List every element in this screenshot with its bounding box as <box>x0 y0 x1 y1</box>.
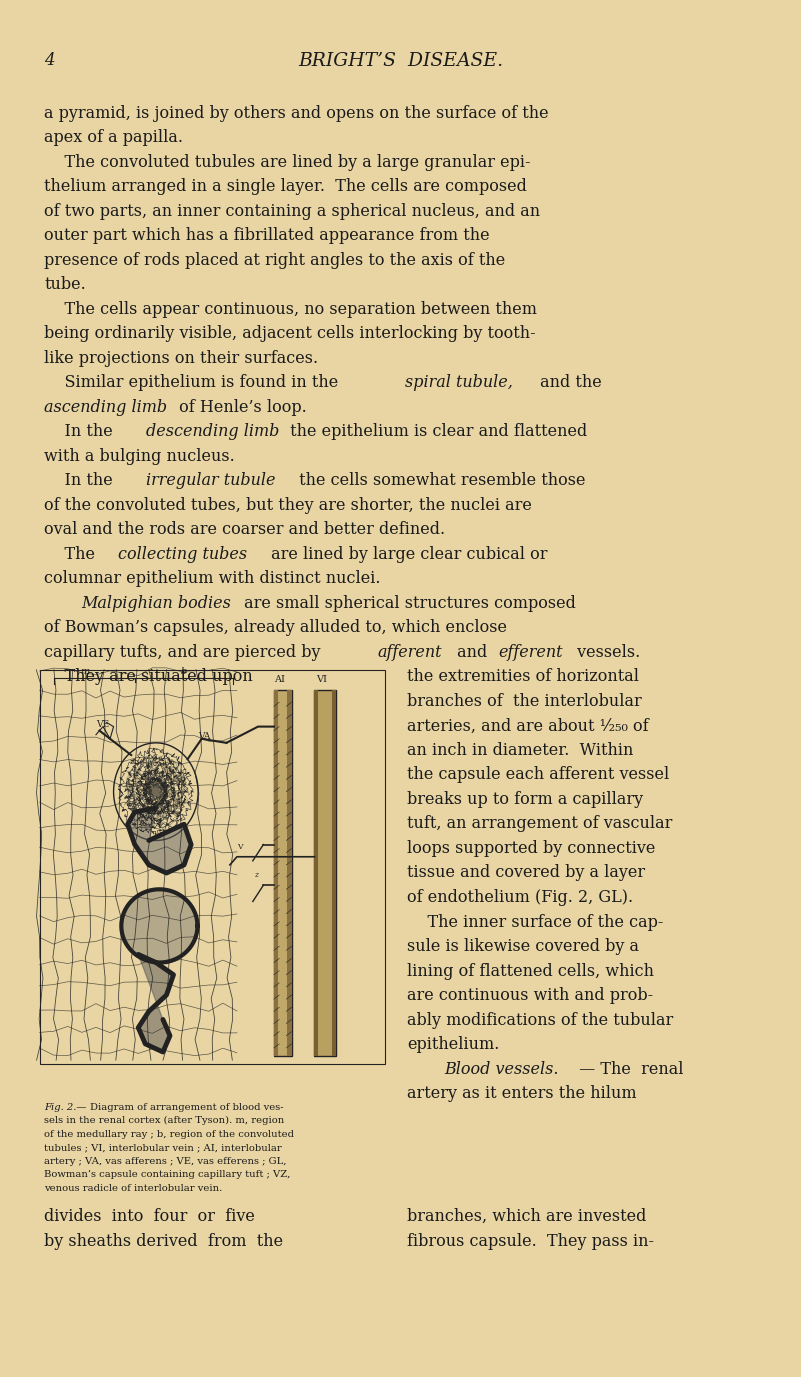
Text: presence of rods placed at right angles to the axis of the: presence of rods placed at right angles … <box>44 252 505 269</box>
Polygon shape <box>139 954 174 1052</box>
Text: efferent: efferent <box>498 644 562 661</box>
Text: the extremities of horizontal: the extremities of horizontal <box>407 668 639 686</box>
Text: breaks up to form a capillary: breaks up to form a capillary <box>407 790 643 808</box>
Text: by sheaths derived  from  the: by sheaths derived from the <box>44 1232 284 1250</box>
Text: In the: In the <box>44 423 118 441</box>
Bar <box>274 690 292 1056</box>
Text: of endothelium (Fig. 2, GL).: of endothelium (Fig. 2, GL). <box>407 890 633 906</box>
Text: loops supported by connective: loops supported by connective <box>407 840 655 856</box>
Text: Blood vessels.: Blood vessels. <box>444 1060 558 1078</box>
Text: of the convoluted tubes, but they are shorter, the nuclei are: of the convoluted tubes, but they are sh… <box>44 497 532 514</box>
Text: descending limb: descending limb <box>146 423 280 441</box>
Text: vessels.: vessels. <box>572 644 640 661</box>
Text: are continuous with and prob-: are continuous with and prob- <box>407 987 653 1004</box>
Text: the capsule each afferent vessel: the capsule each afferent vessel <box>407 767 669 784</box>
Text: lining of flattened cells, which: lining of flattened cells, which <box>407 963 654 979</box>
Text: of Henle’s loop.: of Henle’s loop. <box>174 399 307 416</box>
Text: — The  renal: — The renal <box>574 1060 683 1078</box>
Text: The cells appear continuous, no separation between them: The cells appear continuous, no separati… <box>44 300 537 318</box>
Text: tissue and covered by a layer: tissue and covered by a layer <box>407 865 645 881</box>
Text: The inner surface of the cap-: The inner surface of the cap- <box>407 913 663 931</box>
Text: being ordinarily visible, adjacent cells interlocking by tooth-: being ordinarily visible, adjacent cells… <box>44 325 536 343</box>
Text: the epithelium is clear and flattened: the epithelium is clear and flattened <box>285 423 587 441</box>
Text: afferent: afferent <box>377 644 442 661</box>
Text: ably modifications of the tubular: ably modifications of the tubular <box>407 1012 673 1029</box>
Text: venous radicle of interlobular vein.: venous radicle of interlobular vein. <box>44 1184 223 1192</box>
Text: GL: GL <box>163 806 176 814</box>
Text: tuft, an arrangement of vascular: tuft, an arrangement of vascular <box>407 815 672 833</box>
Text: of Bowman’s capsules, already alluded to, which enclose: of Bowman’s capsules, already alluded to… <box>44 620 507 636</box>
Bar <box>332 690 336 1056</box>
Text: artery as it enters the hilum: artery as it enters the hilum <box>407 1085 637 1102</box>
Text: VA: VA <box>198 731 211 741</box>
Text: irregular tubule: irregular tubule <box>146 472 276 489</box>
Bar <box>288 690 292 1056</box>
Text: sule is likewise covered by a: sule is likewise covered by a <box>407 938 639 956</box>
Text: tube.: tube. <box>44 277 86 293</box>
Text: and: and <box>452 644 492 661</box>
Text: VE: VE <box>96 720 109 728</box>
Text: branches of  the interlobular: branches of the interlobular <box>407 693 642 711</box>
Polygon shape <box>122 890 198 963</box>
Text: The convoluted tubules are lined by a large granular epi-: The convoluted tubules are lined by a la… <box>44 154 530 171</box>
Text: branches, which are invested: branches, which are invested <box>407 1208 646 1226</box>
Text: z: z <box>255 872 259 879</box>
Text: VI: VI <box>316 675 328 684</box>
Text: thelium arranged in a single layer.  The cells are composed: thelium arranged in a single layer. The … <box>44 178 527 196</box>
Text: capillary tufts, and are pierced by: capillary tufts, and are pierced by <box>44 644 326 661</box>
Bar <box>315 690 318 1056</box>
Text: sels in the renal cortex (after Tyson). m, region: sels in the renal cortex (after Tyson). … <box>44 1117 284 1125</box>
Polygon shape <box>127 808 191 873</box>
Text: like projections on their surfaces.: like projections on their surfaces. <box>44 350 318 366</box>
Text: are lined by large clear cubical or: are lined by large clear cubical or <box>267 545 548 563</box>
Text: and the: and the <box>535 375 602 391</box>
Text: spiral tubule,: spiral tubule, <box>405 375 513 391</box>
Text: with a bulging nucleus.: with a bulging nucleus. <box>44 448 235 465</box>
Text: fibrous capsule.  They pass in-: fibrous capsule. They pass in- <box>407 1232 654 1250</box>
Bar <box>274 690 278 1056</box>
Text: columnar epithelium with distinct nuclei.: columnar epithelium with distinct nuclei… <box>44 570 380 588</box>
Text: AI: AI <box>274 675 285 684</box>
Text: ascending limb: ascending limb <box>44 399 167 416</box>
Text: an inch in diameter.  Within: an inch in diameter. Within <box>407 742 634 759</box>
Text: a pyramid, is joined by others and opens on the surface of the: a pyramid, is joined by others and opens… <box>44 105 549 121</box>
Text: BRIGHT’S  DISEASE.: BRIGHT’S DISEASE. <box>298 52 503 70</box>
Text: outer part which has a fibrillated appearance from the: outer part which has a fibrillated appea… <box>44 227 489 244</box>
Text: V: V <box>237 843 243 851</box>
Text: collecting tubes: collecting tubes <box>119 545 248 563</box>
Text: of the medullary ray ; b, region of the convoluted: of the medullary ray ; b, region of the … <box>44 1129 294 1139</box>
Bar <box>315 690 336 1056</box>
Text: Fig. 2.—: Fig. 2.— <box>44 1103 87 1111</box>
Text: Bowman’s capsule containing capillary tuft ; VZ,: Bowman’s capsule containing capillary tu… <box>44 1170 291 1179</box>
Text: Malpighian bodies: Malpighian bodies <box>81 595 231 611</box>
Text: They are situated upon: They are situated upon <box>44 668 253 686</box>
Text: artery ; VA, vas afferens ; VE, vas efferens ; GL,: artery ; VA, vas afferens ; VE, vas effe… <box>44 1157 287 1166</box>
Text: The: The <box>44 545 100 563</box>
Text: the cells somewhat resemble those: the cells somewhat resemble those <box>294 472 586 489</box>
Text: apex of a papilla.: apex of a papilla. <box>44 129 183 146</box>
Text: Similar epithelium is found in the: Similar epithelium is found in the <box>44 375 344 391</box>
Text: oval and the rods are coarser and better defined.: oval and the rods are coarser and better… <box>44 522 445 538</box>
Text: arteries, and are about ¹⁄₂₅₀ of: arteries, and are about ¹⁄₂₅₀ of <box>407 717 649 734</box>
Text: tubules ; VI, interlobular vein ; AI, interlobular: tubules ; VI, interlobular vein ; AI, in… <box>44 1143 282 1153</box>
Text: of two parts, an inner containing a spherical nucleus, and an: of two parts, an inner containing a sphe… <box>44 202 540 220</box>
Text: In the: In the <box>44 472 118 489</box>
Text: m: m <box>81 666 90 676</box>
Text: divides  into  four  or  five: divides into four or five <box>44 1208 255 1226</box>
Text: b: b <box>181 666 187 676</box>
Text: epithelium.: epithelium. <box>407 1036 499 1053</box>
Text: 4: 4 <box>44 52 54 69</box>
Text: are small spherical structures composed: are small spherical structures composed <box>239 595 575 611</box>
Text: Diagram of arrangement of blood ves-: Diagram of arrangement of blood ves- <box>91 1103 284 1111</box>
